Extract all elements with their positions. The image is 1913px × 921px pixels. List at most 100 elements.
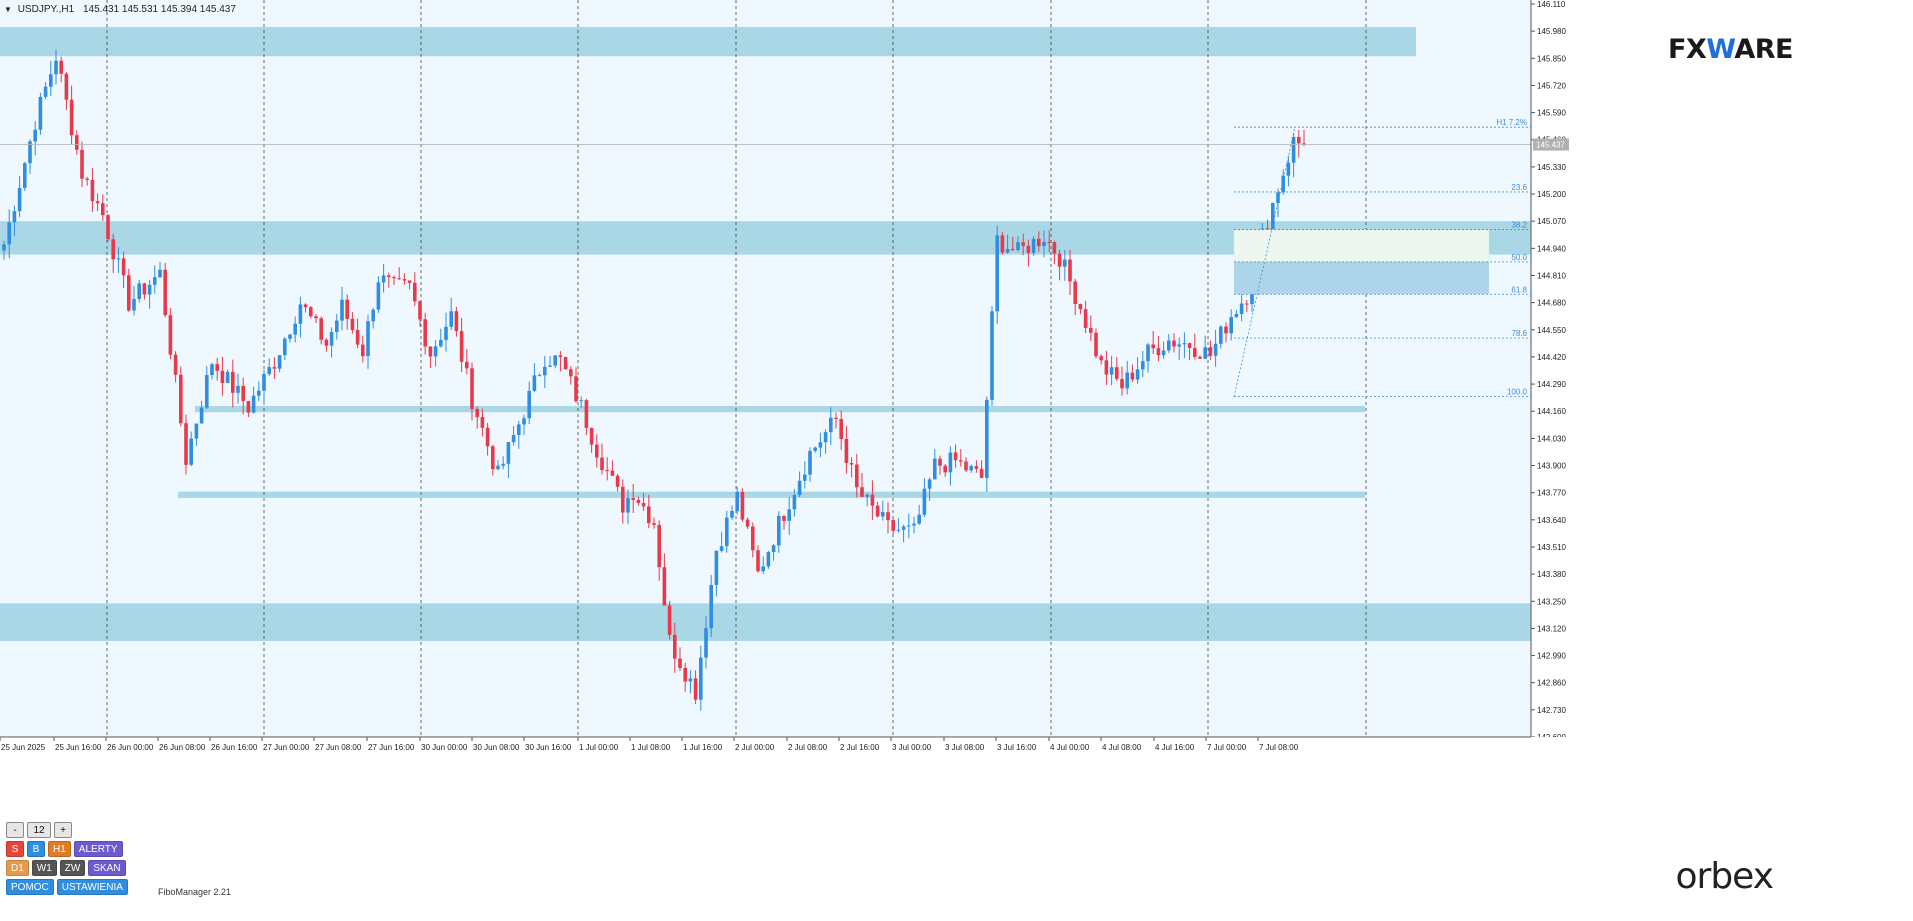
candle-body (158, 269, 162, 278)
candle-body (1265, 228, 1270, 230)
candle (147, 279, 152, 309)
candle-body (927, 479, 932, 489)
candle-body (912, 523, 916, 526)
zoom-out-button[interactable]: - (6, 822, 24, 838)
candle-body (1104, 360, 1109, 375)
help-button[interactable]: POMOC (6, 879, 54, 895)
candle-body (527, 390, 531, 419)
candle (569, 365, 573, 385)
candle (709, 574, 713, 637)
candle (1042, 230, 1046, 258)
candle (985, 396, 989, 492)
candle (95, 193, 100, 211)
candle-body (985, 399, 989, 479)
candle (413, 272, 417, 306)
time-tick-label: 30 Jun 08:00 (473, 743, 520, 752)
candle-body (1063, 259, 1067, 267)
candle-body (179, 374, 183, 424)
buy-button[interactable]: B (27, 841, 45, 857)
fib-zone-upper (1233, 229, 1490, 263)
price-axis: 146.110 145.980 145.850 145.720 145.590 145.4… (1530, 0, 1913, 757)
candle-body (49, 74, 53, 87)
candle (1302, 129, 1306, 147)
candle-body (1083, 309, 1088, 329)
candle (1052, 240, 1057, 265)
candle (673, 622, 677, 673)
time-axis: 25 Jun 2025 25 Jun 16:00 26 Jun 00:00 26 Ju… (0, 736, 1913, 921)
candles (2, 49, 1306, 711)
candle-body (1016, 242, 1020, 251)
panel-row-timeframes: D1 W1 ZW SKAN (6, 860, 128, 876)
candle-body (314, 316, 318, 319)
candle (1245, 300, 1249, 312)
candle-body (1089, 328, 1093, 333)
candle (610, 460, 615, 476)
candle (43, 82, 48, 100)
candle-body (667, 605, 672, 635)
candle (948, 446, 953, 486)
candle-body (725, 517, 729, 547)
candle (173, 351, 178, 383)
candle (792, 489, 797, 517)
triangle-down-icon[interactable]: ▼ (4, 5, 12, 14)
candle (834, 412, 838, 429)
candle (912, 516, 916, 534)
candle-body (376, 282, 381, 310)
candle-body (1281, 175, 1285, 193)
candle (870, 480, 875, 521)
alerts-button[interactable]: ALERTY (73, 841, 123, 857)
fibonacci-retracement: 100.0 78.6 61.8 50.0 38.2 23.6 H1 7.2% (1233, 118, 1531, 398)
candle-body (309, 307, 313, 317)
timeframe-d1-button[interactable]: D1 (6, 860, 29, 876)
candle (444, 312, 448, 352)
candle (678, 647, 682, 672)
candle-body (485, 427, 490, 447)
candle-body (756, 550, 760, 572)
vertical-grid (106, 0, 1367, 737)
candle (184, 414, 188, 475)
candle-body (257, 390, 261, 396)
price-tick-label: 145.590 (1537, 109, 1566, 118)
candle-body (891, 520, 895, 531)
candle (303, 303, 308, 313)
candle (745, 517, 750, 529)
timeframe-w1-button[interactable]: W1 (31, 860, 57, 876)
scan-button[interactable]: SKAN (88, 860, 126, 876)
candle (329, 327, 334, 358)
time-tick-label: 3 Jul 16:00 (997, 743, 1037, 752)
candle-body (803, 474, 807, 481)
candle-body (522, 418, 526, 425)
candle (595, 434, 599, 468)
candle-body (896, 529, 901, 531)
candle-body (101, 203, 105, 216)
settings-button[interactable]: USTAWIENIA (56, 879, 128, 895)
candle (964, 457, 968, 473)
sell-button[interactable]: S (6, 841, 24, 857)
candle (813, 446, 817, 453)
timeframe-h1-button[interactable]: H1 (48, 841, 71, 857)
candle-body (142, 283, 147, 295)
candle-body (600, 457, 604, 471)
zoom-in-button[interactable]: + (54, 822, 72, 838)
candle-body (808, 450, 812, 475)
panel-row-zoom: - 12 + (6, 822, 128, 838)
panel-row-trade: S B H1 ALERTY (6, 841, 128, 857)
candle (163, 263, 167, 318)
zoom-value-field[interactable]: 12 (27, 822, 51, 838)
candle-body (59, 60, 63, 74)
candle (262, 369, 266, 405)
candle (49, 60, 53, 96)
candle-body (933, 458, 937, 480)
candle (2, 240, 6, 260)
candle (574, 367, 578, 403)
candle (439, 328, 443, 348)
zw-button[interactable]: ZW (59, 860, 86, 876)
panel-row-help: POMOC USTAWIENIA (6, 879, 128, 895)
candle-body (324, 339, 329, 346)
candle (288, 333, 292, 343)
candle-body (969, 466, 973, 471)
candle (506, 442, 511, 479)
candle-body (433, 346, 438, 357)
candle (257, 381, 261, 402)
